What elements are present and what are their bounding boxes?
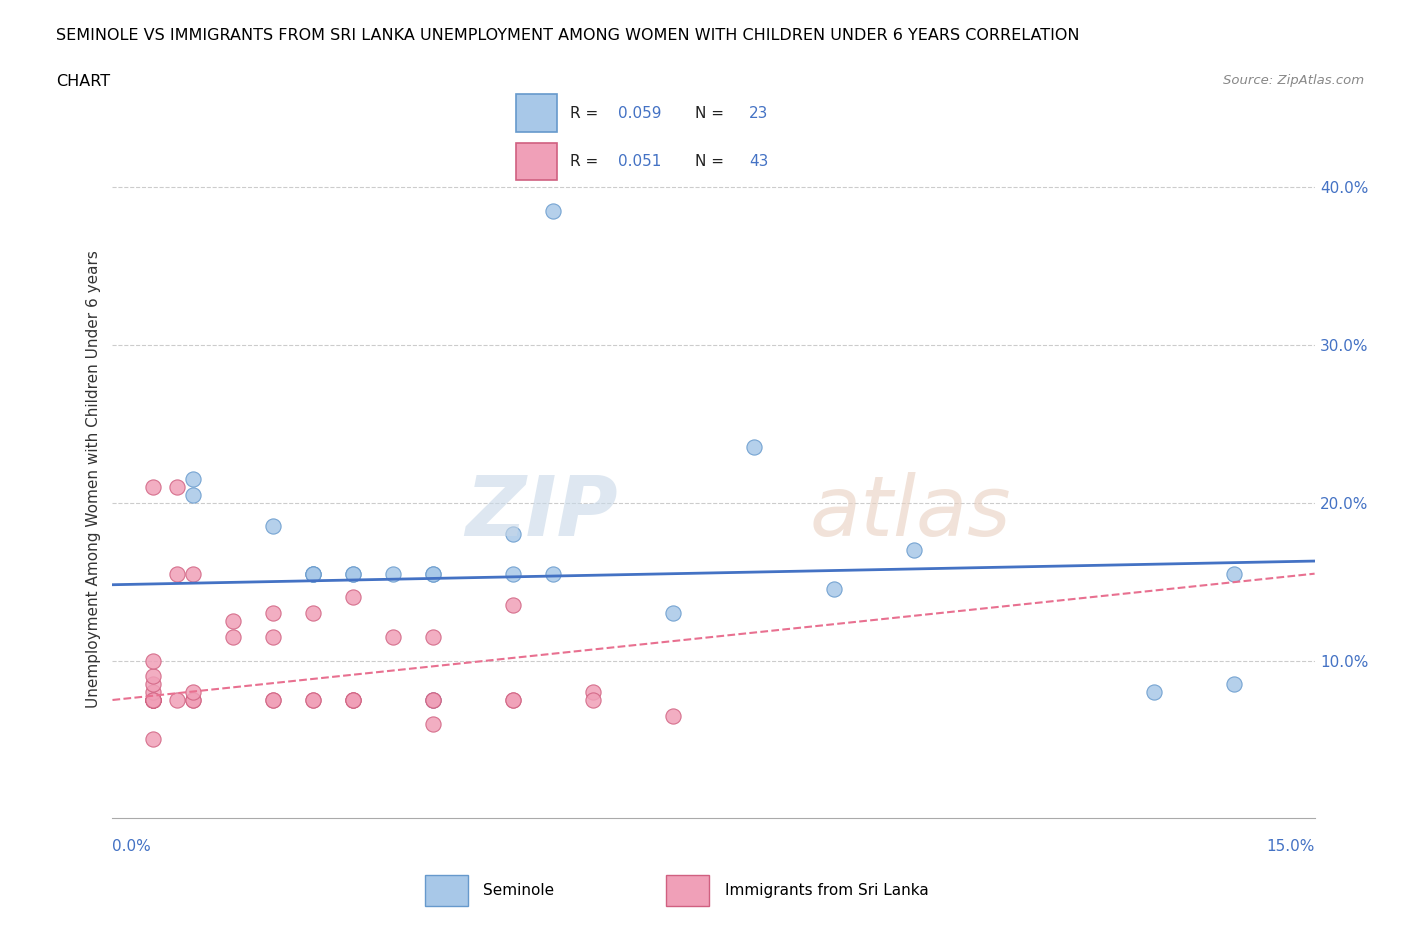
Point <box>502 693 524 708</box>
Point <box>181 693 204 708</box>
Point <box>342 566 364 581</box>
Point <box>262 630 284 644</box>
Point <box>502 566 524 581</box>
Text: Immigrants from Sri Lanka: Immigrants from Sri Lanka <box>724 883 928 898</box>
Point <box>342 693 364 708</box>
Text: 0.0%: 0.0% <box>112 839 152 854</box>
Point <box>422 716 444 731</box>
Text: ZIP: ZIP <box>465 472 617 553</box>
Point <box>141 653 163 668</box>
Point <box>742 440 765 455</box>
Point <box>582 684 605 699</box>
Point <box>302 566 325 581</box>
Point <box>181 693 204 708</box>
Point <box>181 684 204 699</box>
Point <box>342 693 364 708</box>
Point <box>262 605 284 620</box>
Point <box>502 693 524 708</box>
Text: 15.0%: 15.0% <box>1267 839 1315 854</box>
Text: R =: R = <box>571 153 603 168</box>
Point <box>302 566 325 581</box>
Point <box>166 479 188 494</box>
Text: N =: N = <box>695 153 728 168</box>
Point <box>141 693 163 708</box>
Point <box>1143 684 1166 699</box>
Point <box>166 693 188 708</box>
Point <box>903 542 925 557</box>
Point <box>662 605 685 620</box>
Text: 0.051: 0.051 <box>617 153 661 168</box>
Point <box>382 566 405 581</box>
FancyBboxPatch shape <box>666 875 709 906</box>
Y-axis label: Unemployment Among Women with Children Under 6 years: Unemployment Among Women with Children U… <box>86 250 101 708</box>
Point <box>181 472 204 486</box>
Point <box>181 487 204 502</box>
Point <box>141 693 163 708</box>
Text: SEMINOLE VS IMMIGRANTS FROM SRI LANKA UNEMPLOYMENT AMONG WOMEN WITH CHILDREN UND: SEMINOLE VS IMMIGRANTS FROM SRI LANKA UN… <box>56 28 1080 43</box>
Point <box>1223 566 1246 581</box>
Point <box>141 693 163 708</box>
Point <box>302 566 325 581</box>
Point <box>222 630 245 644</box>
Point <box>141 669 163 684</box>
Point <box>302 605 325 620</box>
Point <box>422 566 444 581</box>
Point <box>342 590 364 604</box>
Point <box>662 709 685 724</box>
Point <box>262 519 284 534</box>
Point <box>422 693 444 708</box>
Point <box>342 566 364 581</box>
Point <box>342 693 364 708</box>
Text: atlas: atlas <box>810 472 1011 553</box>
Text: Seminole: Seminole <box>484 883 554 898</box>
FancyBboxPatch shape <box>425 875 468 906</box>
Point <box>502 598 524 613</box>
Point <box>181 566 204 581</box>
Point <box>422 693 444 708</box>
Point <box>543 566 565 581</box>
Point <box>222 614 245 629</box>
Point <box>141 693 163 708</box>
Point <box>262 693 284 708</box>
Point <box>422 693 444 708</box>
Point <box>422 630 444 644</box>
Point <box>141 684 163 699</box>
Point <box>543 203 565 218</box>
Text: Source: ZipAtlas.com: Source: ZipAtlas.com <box>1223 74 1364 87</box>
Point <box>422 566 444 581</box>
Text: 0.059: 0.059 <box>617 106 661 121</box>
Point <box>141 479 163 494</box>
Point <box>502 526 524 541</box>
Point <box>823 582 845 597</box>
Text: CHART: CHART <box>56 74 110 89</box>
Point <box>302 693 325 708</box>
Point <box>382 630 405 644</box>
Point <box>141 677 163 692</box>
Text: 43: 43 <box>749 153 769 168</box>
Point <box>141 693 163 708</box>
Point <box>141 732 163 747</box>
Point <box>262 693 284 708</box>
Text: N =: N = <box>695 106 728 121</box>
Point <box>582 693 605 708</box>
FancyBboxPatch shape <box>516 142 557 180</box>
Text: 23: 23 <box>749 106 769 121</box>
Text: R =: R = <box>571 106 603 121</box>
FancyBboxPatch shape <box>516 95 557 132</box>
Point <box>1223 677 1246 692</box>
Point <box>141 693 163 708</box>
Point <box>302 693 325 708</box>
Point <box>166 566 188 581</box>
